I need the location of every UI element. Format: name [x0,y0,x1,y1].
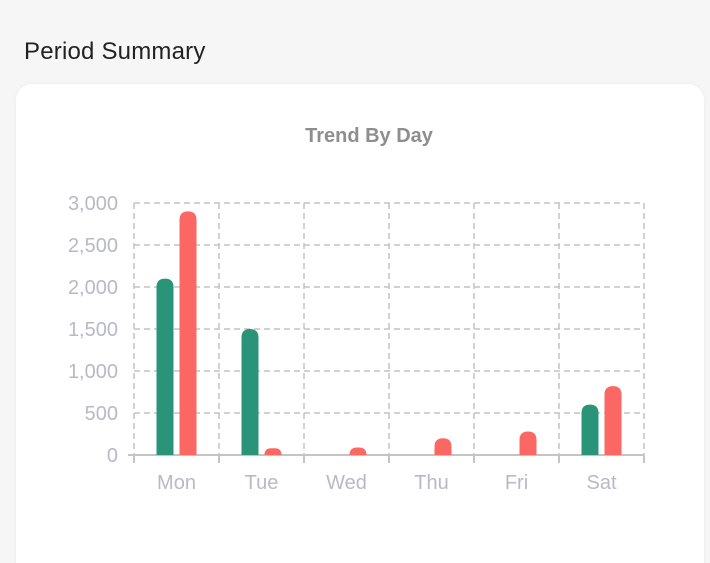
x-tick-label: Wed [326,472,367,494]
bar-thu-series-2 [434,438,452,455]
tick-labels: 0 500 1,000 1,500 2,000 2,500 3,000 Mon Tue Wed Th… [68,193,617,494]
bar-chart: Trend By Day 0 500 1,000 1,500 2,000 2,500 3,0… [68,125,645,494]
bar-mon-series-2 [179,211,197,455]
y-tick-label: 0 [107,445,118,467]
bar-mon-series-1 [156,278,174,455]
x-tick-label: Thu [414,472,448,494]
x-tick-label: Fri [505,472,528,494]
axes [128,454,645,463]
grid [133,202,645,455]
bar-sat-series-1 [581,404,599,455]
x-tick-label: Mon [157,472,196,494]
x-tick-label: Tue [245,472,279,494]
y-tick-label: 1,000 [68,361,118,383]
chart-card: Trend By Day 0 500 1,000 1,500 2,000 2,500 3,0… [16,84,704,563]
y-tick-label: 1,500 [68,319,118,341]
chart-title: Trend By Day [305,125,434,147]
x-tick-label: Sat [586,472,616,494]
bars [156,211,622,455]
y-tick-label: 2,500 [68,235,118,257]
section-title: Period Summary [24,38,206,65]
y-tick-label: 3,000 [68,193,118,215]
bar-wed-series-2 [349,447,367,455]
bar-tue-series-2 [264,448,282,455]
bar-tue-series-1 [241,329,259,455]
y-tick-label: 500 [85,403,118,425]
bar-sat-series-2 [604,386,622,455]
bar-fri-series-2 [519,431,537,455]
y-tick-label: 2,000 [68,277,118,299]
